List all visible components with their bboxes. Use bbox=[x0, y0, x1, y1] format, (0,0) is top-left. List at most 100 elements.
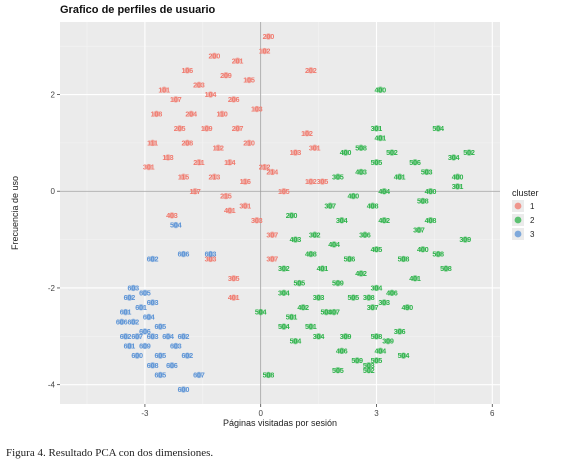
data-point-cluster-3 bbox=[149, 333, 156, 340]
x-tick-label: 6 bbox=[490, 409, 495, 418]
point-label: 505 bbox=[371, 160, 383, 167]
data-point-cluster-2 bbox=[288, 313, 295, 321]
data-point-cluster-2 bbox=[338, 217, 345, 224]
point-label: 603 bbox=[170, 344, 182, 351]
data-point-cluster-1 bbox=[222, 71, 230, 79]
point-label: 303 bbox=[205, 257, 217, 264]
data-point-cluster-2 bbox=[411, 159, 419, 166]
point-label: 508 bbox=[355, 145, 367, 152]
data-point-cluster-1 bbox=[245, 139, 253, 147]
point-label: 301 bbox=[309, 145, 321, 152]
data-point-cluster-1 bbox=[234, 125, 241, 132]
data-point-cluster-3 bbox=[172, 221, 179, 229]
x-axis-label: Páginas visitadas por sesión bbox=[223, 418, 337, 428]
data-point-cluster-1 bbox=[203, 125, 210, 132]
point-label: 103 bbox=[251, 107, 263, 114]
point-label: 404 bbox=[328, 242, 340, 249]
data-point-cluster-2 bbox=[388, 149, 396, 156]
legend-label: 2 bbox=[530, 216, 535, 225]
point-label: 509 bbox=[351, 358, 363, 365]
point-label: 505 bbox=[332, 368, 344, 375]
data-point-cluster-3 bbox=[133, 333, 141, 340]
data-point-cluster-1 bbox=[161, 86, 168, 93]
data-point-cluster-3 bbox=[126, 342, 133, 350]
point-label: 303 bbox=[378, 300, 390, 307]
data-point-cluster-2 bbox=[326, 202, 334, 209]
point-label: 400 bbox=[347, 194, 359, 201]
point-label: 406 bbox=[386, 290, 398, 297]
point-label: 110 bbox=[216, 111, 227, 118]
point-label: 309 bbox=[340, 334, 352, 341]
data-point-cluster-2 bbox=[373, 284, 380, 292]
data-point-cluster-3 bbox=[157, 352, 164, 359]
data-point-cluster-3 bbox=[149, 255, 156, 263]
data-point-cluster-1 bbox=[234, 57, 241, 64]
point-label: 406 bbox=[336, 348, 348, 355]
data-point-cluster-1 bbox=[226, 159, 234, 166]
data-point-cluster-2 bbox=[315, 294, 322, 301]
point-label: 107 bbox=[170, 97, 182, 104]
point-label: 602 bbox=[127, 319, 139, 326]
point-label: 302 bbox=[278, 266, 290, 273]
point-label: 503 bbox=[363, 363, 375, 370]
point-label: 102 bbox=[301, 131, 313, 138]
y-tick-label: -2 bbox=[48, 284, 56, 293]
point-label: 408 bbox=[367, 203, 379, 210]
data-point-cluster-2 bbox=[350, 294, 357, 301]
legend-key-2 bbox=[514, 216, 522, 224]
data-point-cluster-1 bbox=[230, 96, 237, 103]
point-label: 400 bbox=[340, 150, 352, 157]
data-point-cluster-1 bbox=[245, 76, 253, 84]
data-point-cluster-2 bbox=[396, 328, 403, 335]
point-label: 602 bbox=[178, 334, 190, 341]
point-label: 509 bbox=[332, 281, 344, 288]
data-point-cluster-1 bbox=[207, 255, 214, 263]
point-label: 307 bbox=[266, 257, 278, 264]
legend-label: 3 bbox=[530, 230, 535, 239]
point-label: 504 bbox=[290, 339, 302, 346]
point-label: 200 bbox=[263, 34, 275, 41]
data-point-cluster-2 bbox=[280, 323, 288, 330]
point-label: 111 bbox=[147, 140, 158, 147]
data-point-cluster-2 bbox=[288, 212, 295, 219]
point-label: 609 bbox=[139, 344, 151, 351]
point-label: 606 bbox=[166, 363, 178, 370]
data-point-cluster-1 bbox=[303, 130, 311, 137]
data-point-cluster-2 bbox=[465, 149, 473, 156]
point-label: 207 bbox=[232, 126, 244, 133]
legend-key-3 bbox=[514, 230, 522, 238]
data-point-cluster-3 bbox=[130, 318, 137, 325]
legend-label: 1 bbox=[530, 202, 535, 211]
data-point-cluster-1 bbox=[242, 202, 249, 209]
point-label: 307 bbox=[413, 228, 425, 235]
data-point-cluster-2 bbox=[365, 366, 372, 374]
point-label: 606 bbox=[116, 319, 128, 326]
point-label: 115 bbox=[178, 174, 189, 181]
data-point-cluster-2 bbox=[292, 337, 299, 345]
data-point-cluster-2 bbox=[353, 357, 361, 364]
x-tick-label: 3 bbox=[374, 409, 379, 418]
point-label: 301 bbox=[452, 184, 464, 191]
point-label: 309 bbox=[382, 339, 394, 346]
point-label: 508 bbox=[417, 199, 429, 206]
data-point-cluster-2 bbox=[307, 250, 315, 258]
data-point-cluster-2 bbox=[427, 217, 434, 224]
point-label: 208 bbox=[182, 140, 194, 147]
data-point-cluster-2 bbox=[419, 197, 427, 205]
data-point-cluster-2 bbox=[388, 289, 396, 296]
point-label: 503 bbox=[421, 169, 433, 176]
point-label: 210 bbox=[243, 140, 255, 147]
data-point-cluster-2 bbox=[369, 202, 376, 209]
point-label: 505 bbox=[371, 358, 383, 365]
data-point-cluster-3 bbox=[141, 342, 149, 350]
point-label: 304 bbox=[371, 286, 383, 293]
data-point-cluster-1 bbox=[269, 168, 276, 176]
data-point-cluster-1 bbox=[242, 178, 249, 185]
point-label: 602 bbox=[147, 257, 159, 264]
point-label: 400 bbox=[375, 87, 387, 94]
point-label: 401 bbox=[375, 136, 387, 143]
point-label: 607 bbox=[193, 373, 205, 380]
point-label: 504 bbox=[398, 353, 410, 360]
data-point-cluster-2 bbox=[381, 188, 388, 195]
